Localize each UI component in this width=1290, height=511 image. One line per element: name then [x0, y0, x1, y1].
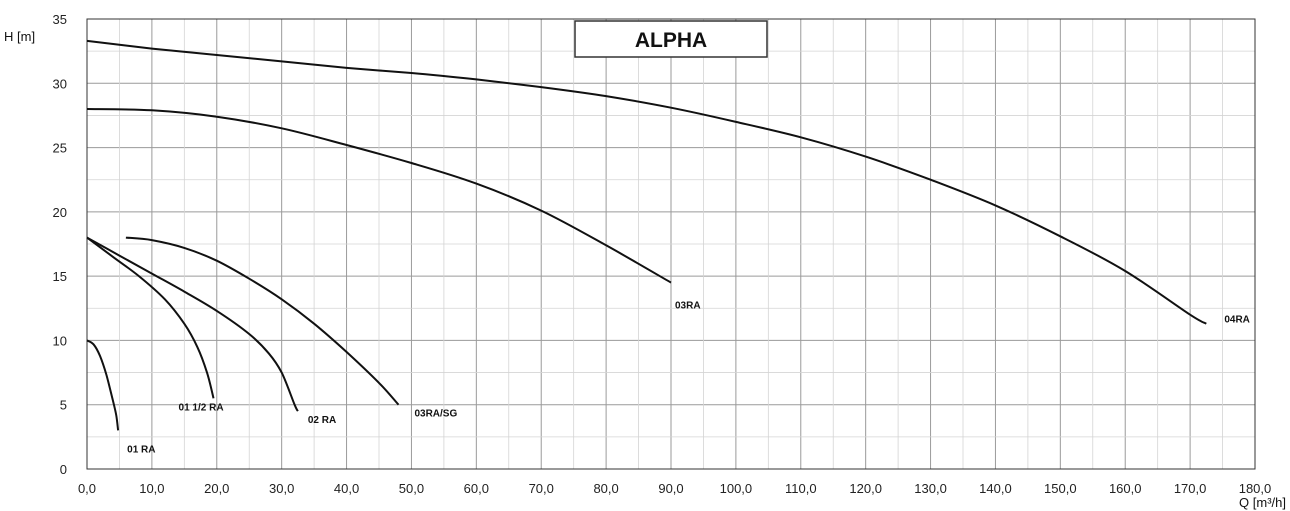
- x-tick-label: 30,0: [269, 481, 294, 496]
- series-label: 01 RA: [127, 444, 155, 455]
- x-tick-label: 40,0: [334, 481, 359, 496]
- x-tick-label: 60,0: [464, 481, 489, 496]
- series-line: [125, 236, 400, 406]
- y-tick-label: 20: [53, 205, 67, 220]
- series-label: 02 RA: [308, 415, 336, 426]
- y-tick-label: 0: [60, 462, 67, 477]
- x-axis-ticks: 0,0 10,0 20,0 30,0 40,0 50,0 60,0 70,0 80,0 90,0 1…: [78, 481, 1271, 496]
- series-line: [86, 236, 299, 412]
- y-tick-label: 10: [53, 333, 67, 348]
- series-label: 01 1/2 RA: [179, 402, 224, 413]
- x-tick-label: 150,0: [1044, 481, 1077, 496]
- x-tick-label: 140,0: [979, 481, 1012, 496]
- x-tick-label: 0,0: [78, 481, 96, 496]
- x-tick-label: 50,0: [399, 481, 424, 496]
- series-line: [86, 339, 120, 431]
- y-tick-label: 15: [53, 269, 67, 284]
- x-tick-label: 120,0: [849, 481, 882, 496]
- series-line: [86, 108, 672, 284]
- x-tick-label: 130,0: [914, 481, 947, 496]
- x-tick-label: 90,0: [658, 481, 683, 496]
- x-tick-label: 110,0: [785, 481, 817, 496]
- series-line: [86, 236, 215, 399]
- x-tick-label: 170,0: [1174, 481, 1207, 496]
- x-tick-label: 160,0: [1109, 481, 1142, 496]
- x-axis-title: Q [m³/h]: [1239, 495, 1286, 510]
- x-tick-label: 70,0: [529, 481, 554, 496]
- y-tick-label: 25: [53, 141, 67, 156]
- chart-title-box: ALPHA: [574, 20, 768, 58]
- plot-frame: [86, 18, 1256, 470]
- x-tick-label: 100,0: [720, 481, 753, 496]
- y-tick-label: 35: [53, 12, 67, 27]
- x-tick-label: 10,0: [139, 481, 164, 496]
- x-tick-label: 20,0: [204, 481, 229, 496]
- chart-title: ALPHA: [635, 29, 707, 52]
- y-axis-title: H [m]: [4, 29, 35, 44]
- y-tick-label: 5: [60, 398, 67, 413]
- series-labels: 01 RA 01 1/2 RA 02 RA 03RA/SG 03RA 04RA: [127, 301, 1250, 456]
- series-label: 03RA/SG: [414, 409, 457, 420]
- y-tick-label: 30: [53, 76, 67, 91]
- x-tick-label: 180,0: [1239, 481, 1272, 496]
- minor-gridlines: [87, 19, 1255, 469]
- series-label: 04RA: [1224, 315, 1250, 326]
- series-lines: [86, 39, 1207, 431]
- x-tick-label: 80,0: [593, 481, 618, 496]
- y-axis-ticks: 0 5 10 15 20 25 30 35: [53, 12, 67, 477]
- series-line: [86, 39, 1207, 325]
- series-label: 03RA: [675, 301, 701, 312]
